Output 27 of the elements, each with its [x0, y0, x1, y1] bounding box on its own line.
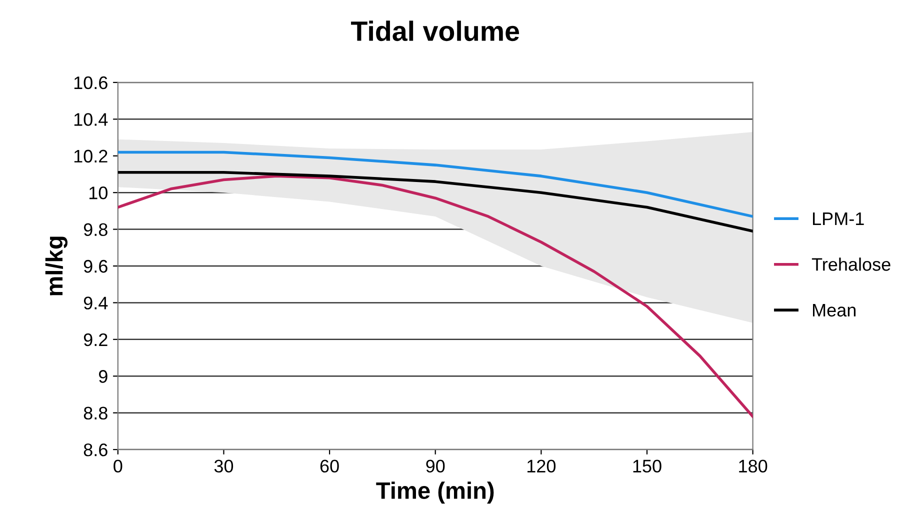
x-tick-label: 180 — [739, 460, 768, 473]
line-series — [118, 174, 753, 418]
y-tick-label: 10.4 — [74, 113, 108, 126]
y-tick-label: 9.4 — [84, 296, 108, 310]
y-tick-label: 9 — [98, 370, 108, 383]
y-tick-label: 8.8 — [84, 406, 108, 420]
y-tick-label: 10.2 — [74, 150, 108, 163]
line-series — [118, 150, 753, 218]
x-tick-label: 60 — [320, 460, 339, 473]
legend-label: LPM-1 — [813, 212, 864, 225]
y-tick-label: 10 — [89, 186, 108, 200]
chart-title: Tidal volume — [351, 20, 520, 42]
y-tick-label: 9.6 — [84, 260, 108, 273]
x-tick-label: 120 — [527, 460, 556, 473]
legend-label: Mean — [813, 304, 856, 317]
y-tick-label: 9.8 — [84, 223, 108, 236]
y-tick-label: 10.6 — [74, 76, 108, 90]
y-tick-label: 9.2 — [84, 333, 108, 346]
x-tick-label: 90 — [426, 460, 445, 473]
x-tick-label: 150 — [633, 460, 662, 473]
x-tick-label: 0 — [114, 460, 122, 473]
line-series — [118, 171, 753, 233]
x-axis-title: Time (min) — [376, 482, 494, 504]
legend-label: Trehalose — [812, 258, 890, 271]
y-tick-label: 8.6 — [84, 443, 108, 456]
x-tick-label: 30 — [214, 460, 234, 473]
y-axis-title: ml/kg — [45, 236, 68, 296]
